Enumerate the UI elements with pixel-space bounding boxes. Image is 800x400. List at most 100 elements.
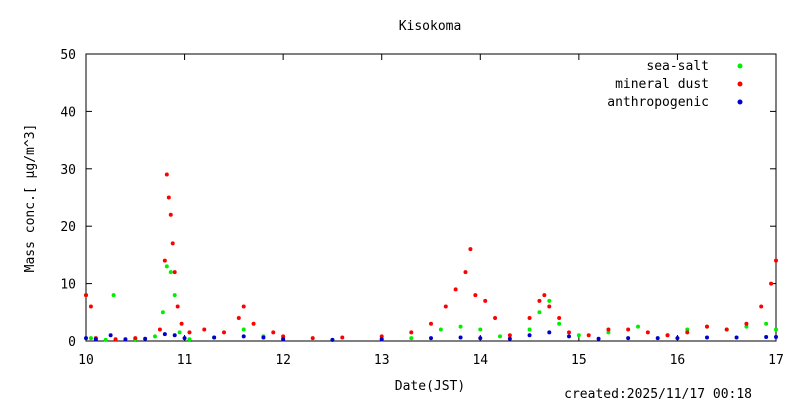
data-point-mineral-dust [187,330,192,335]
data-point-mineral-dust [241,304,246,309]
legend-marker [737,63,743,69]
data-point-anthropogenic [458,335,463,340]
data-point-sea-salt [153,334,157,339]
x-tick-label: 12 [275,353,291,368]
data-point-sea-salt [172,293,177,298]
data-point-mineral-dust [507,333,512,338]
data-point-anthropogenic [162,332,167,337]
data-point-anthropogenic [241,334,246,339]
chart-title: Kisokoma [399,19,462,34]
series-anthropogenic [84,330,778,342]
data-point-mineral-dust [172,270,177,275]
data-point-mineral-dust [175,304,180,309]
data-point-anthropogenic [547,330,552,335]
data-point-sea-salt [103,337,108,342]
y-axis: 0 10 20 30 40 50 [60,48,776,350]
data-point-sea-salt [547,298,552,303]
data-point-anthropogenic [182,336,187,341]
data-point-mineral-dust [162,258,167,263]
data-point-mineral-dust [113,337,118,342]
legend-marker [737,99,743,105]
data-point-mineral-dust [626,327,631,332]
data-point-mineral-dust [774,258,778,263]
data-point-mineral-dust [547,304,552,309]
y-tick-label: 10 [60,278,76,293]
data-point-mineral-dust [166,195,171,200]
y-axis-label: Mass conc.[ μg/m^3] [23,124,38,273]
legend-label: anthropogenic [607,95,709,110]
x-tick-label: 17 [768,353,784,368]
data-point-mineral-dust [168,212,173,217]
data-point-anthropogenic [774,334,778,339]
data-point-mineral-dust [443,304,448,309]
data-point-sea-salt [168,270,173,275]
data-point-mineral-dust [310,336,315,341]
data-point-sea-salt [537,310,542,315]
x-axis-label: Date(JST) [395,379,465,394]
data-point-anthropogenic [123,337,128,342]
data-point-sea-salt [409,336,414,341]
data-point-anthropogenic [379,337,384,342]
data-point-mineral-dust [542,293,547,298]
data-point-anthropogenic [764,334,769,339]
data-point-anthropogenic [212,335,217,340]
data-point-sea-salt [685,327,690,332]
data-point-anthropogenic [143,336,148,341]
data-point-anthropogenic [705,335,709,340]
data-point-mineral-dust [468,247,473,252]
data-point-sea-salt [88,336,93,341]
legend-label: mineral dust [615,77,709,92]
data-point-mineral-dust [379,334,384,339]
data-point-mineral-dust [463,270,468,275]
legend: sea-salt mineral dust anthropogenic [607,59,743,110]
data-point-mineral-dust [724,327,729,332]
x-axis: 10 11 12 13 14 15 16 17 [78,54,784,368]
x-tick-label: 13 [374,353,390,368]
data-point-mineral-dust [527,316,532,321]
data-point-mineral-dust [157,327,162,332]
x-tick-label: 10 [78,353,94,368]
data-point-mineral-dust [164,172,169,177]
data-point-mineral-dust [557,316,562,321]
data-point-anthropogenic [261,335,266,340]
data-point-sea-salt [527,327,532,332]
data-point-sea-salt [164,264,169,269]
data-point-sea-salt [177,330,182,335]
x-tick-label: 11 [177,353,193,368]
data-point-mineral-dust [409,330,414,335]
data-point-mineral-dust [606,327,611,332]
data-point-sea-salt [774,327,778,332]
data-point-mineral-dust [202,327,207,332]
data-point-mineral-dust [537,298,542,303]
data-point-mineral-dust [665,333,670,338]
data-point-sea-salt [576,333,581,338]
series-mineral-dust [84,172,778,342]
data-point-anthropogenic [655,336,660,341]
data-point-mineral-dust [744,321,749,326]
data-point-mineral-dust [567,330,571,335]
data-point-anthropogenic [527,333,532,338]
y-tick-label: 0 [68,335,76,350]
data-point-mineral-dust [453,287,458,292]
data-point-anthropogenic [626,336,631,341]
data-point-mineral-dust [236,316,241,321]
data-point-mineral-dust [133,336,138,341]
data-point-sea-salt [458,324,463,329]
data-point-mineral-dust [340,335,345,340]
data-point-sea-salt [764,321,769,326]
plot-frame [85,53,777,342]
y-tick-label: 30 [60,163,76,178]
data-point-mineral-dust [483,298,488,303]
data-point-mineral-dust [493,316,498,321]
data-point-mineral-dust [88,304,93,309]
data-point-anthropogenic [507,336,512,341]
created-timestamp: created:2025/11/17 00:18 [564,387,752,400]
data-point-anthropogenic [675,336,680,341]
data-point-mineral-dust [586,333,591,338]
data-point-mineral-dust [769,281,774,286]
data-point-sea-salt [606,330,611,335]
data-point-anthropogenic [108,333,113,338]
data-point-sea-salt [160,310,165,315]
data-point-anthropogenic [172,333,177,338]
